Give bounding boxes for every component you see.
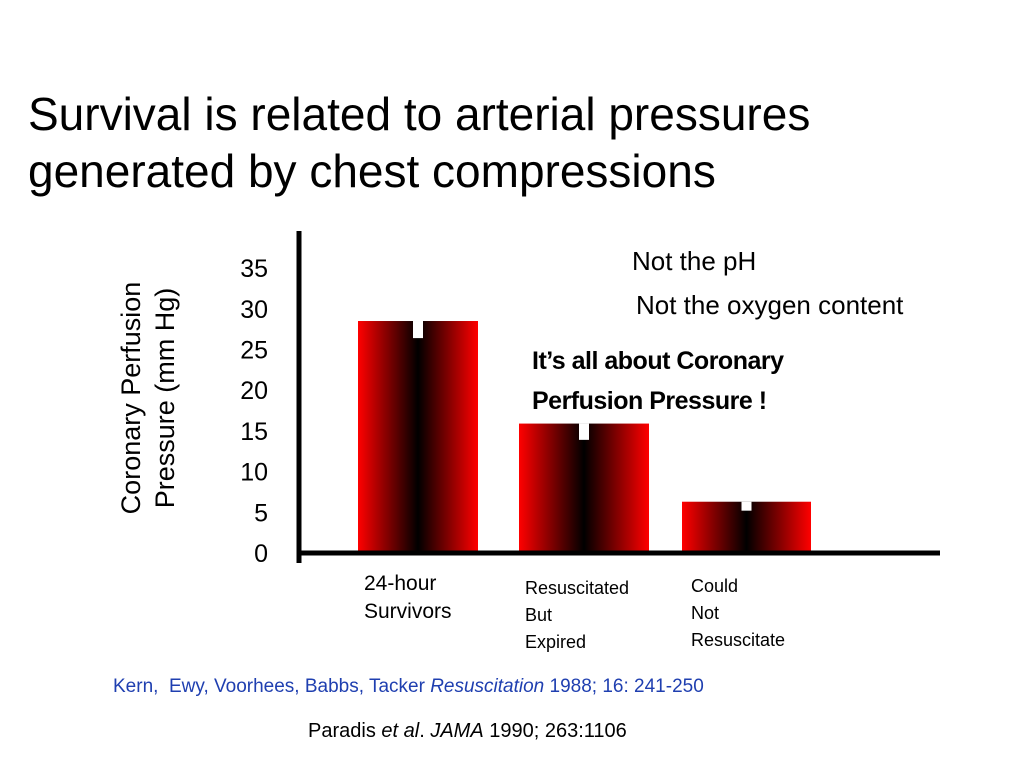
bar bbox=[519, 423, 649, 553]
citation-kern: Kern, Ewy, Voorhees, Babbs, Tacker Resus… bbox=[113, 676, 704, 697]
bar bbox=[358, 321, 478, 553]
citation-paradis-journal: JAMA bbox=[430, 720, 484, 742]
citation-kern-journal: Resuscitation bbox=[430, 676, 545, 697]
y-tick-label: 25 bbox=[240, 337, 268, 365]
emphasis-note: It’s all about Coronary Perfusion Pressu… bbox=[532, 341, 784, 421]
citation-paradis-etal: et al bbox=[381, 720, 420, 742]
note-not-ph: Not the pH bbox=[632, 246, 757, 276]
y-tick-label: 0 bbox=[254, 540, 268, 568]
title-line-1: Survival is related to arterial pressure… bbox=[28, 88, 811, 140]
y-tick-label: 20 bbox=[240, 377, 268, 405]
emphasis-line-1: It’s all about Coronary bbox=[532, 347, 784, 375]
y-tick-label: 5 bbox=[254, 499, 268, 527]
emphasis-line-2: Perfusion Pressure ! bbox=[532, 387, 767, 415]
y-tick-label: 30 bbox=[240, 296, 268, 324]
error-bar bbox=[413, 321, 423, 339]
category-label-expired: Resuscitated But Expired bbox=[525, 578, 630, 652]
citation-paradis: Paradis et al. JAMA 1990; 263:1106 bbox=[308, 720, 627, 742]
title-line-2: generated by chest compressions bbox=[28, 145, 716, 197]
slide-title: Survival is related to arterial pressure… bbox=[28, 86, 1008, 200]
category-label-not-resuscitated: Could Not Resuscitate bbox=[691, 576, 786, 650]
y-tick-label: 15 bbox=[240, 418, 268, 446]
y-tick-label: 10 bbox=[240, 459, 268, 487]
note-not-oxygen: Not the oxygen content bbox=[636, 290, 904, 320]
y-tick-label: 35 bbox=[240, 255, 268, 283]
error-bar bbox=[741, 501, 752, 511]
category-label-survivors: 24-hour Survivors bbox=[364, 572, 452, 623]
error-bar bbox=[579, 423, 589, 440]
